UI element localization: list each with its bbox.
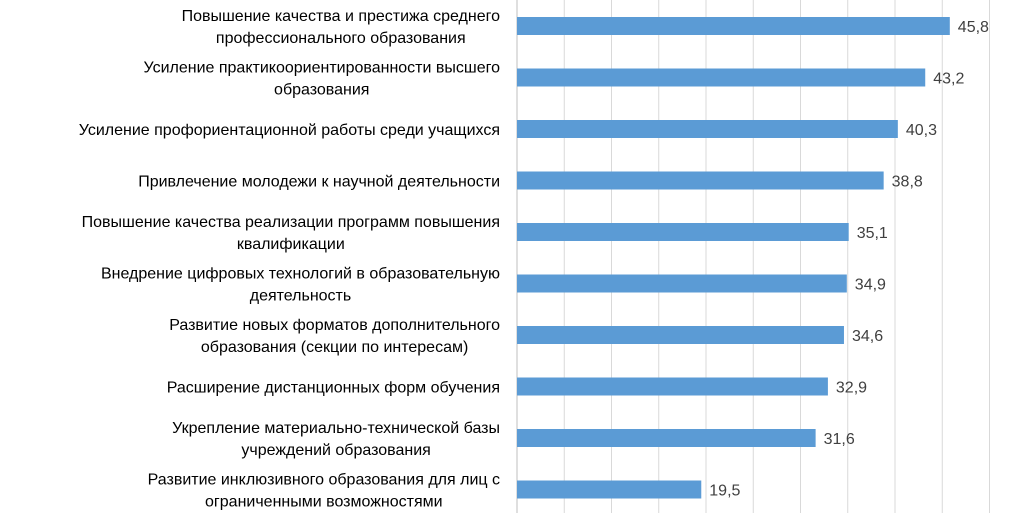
- category-label-line: Внедрение цифровых технологий в образова…: [101, 266, 500, 283]
- data-label: 45,8: [958, 19, 989, 36]
- category-label: Повышение качества реализации программ п…: [82, 214, 500, 253]
- category-label-line: Расширение дистанционных форм обучения: [167, 380, 500, 397]
- data-label: 34,9: [855, 277, 886, 294]
- category-label-line: Развитие инклюзивного образования для ли…: [148, 472, 500, 489]
- data-label: 32,9: [836, 380, 867, 397]
- category-label-line: Повышение качества реализации программ п…: [82, 214, 500, 231]
- bar: [517, 326, 844, 344]
- category-label-line: Усиление профориентационной работы среди…: [79, 122, 500, 139]
- bar: [517, 429, 816, 447]
- data-label: 19,5: [709, 483, 740, 500]
- category-label-line: учреждений образования: [241, 442, 430, 459]
- category-label: Развитие новых форматов дополнительного о…: [169, 317, 500, 356]
- data-label: 40,3: [906, 122, 937, 139]
- category-label: Повышение качества и престижа среднего пр…: [182, 8, 501, 47]
- category-label-line: образования (секции по интересам): [201, 339, 468, 356]
- data-label: 38,8: [892, 174, 923, 191]
- category-label-line: деятельность: [250, 288, 351, 305]
- category-label: Усиление практикоориентированности высше…: [143, 60, 500, 99]
- data-label: 35,1: [857, 225, 888, 242]
- bar: [517, 17, 950, 35]
- category-label: Развитие инклюзивного образования для ли…: [148, 472, 500, 511]
- data-label: 43,2: [933, 71, 964, 88]
- bar: [517, 120, 898, 138]
- category-label-line: Привлечение молодежи к научной деятельно…: [138, 174, 500, 191]
- category-label-line: образования: [274, 82, 369, 99]
- category-label-line: Укрепление материально-технической базы: [172, 420, 500, 437]
- data-label: 31,6: [824, 431, 855, 448]
- category-label-line: квалификации: [237, 236, 345, 253]
- category-label-line: профессионального образования: [216, 30, 466, 47]
- bar: [517, 223, 849, 241]
- bar: [517, 171, 884, 190]
- category-label: Привлечение молодежи к научной деятельно…: [138, 174, 500, 191]
- bar: [517, 274, 847, 293]
- category-label-line: Развитие новых форматов дополнительного: [169, 317, 500, 334]
- category-label: Усиление профориентационной работы среди…: [79, 122, 500, 139]
- category-label-line: Усиление практикоориентированности высше…: [143, 60, 500, 77]
- bar: [517, 480, 702, 499]
- category-label-line: ограниченными возможностями: [205, 494, 443, 511]
- category-label: Внедрение цифровых технологий в образова…: [101, 266, 500, 305]
- bar: [517, 68, 926, 87]
- data-label: 34,6: [852, 328, 883, 345]
- category-label: Укрепление материально-технической базы у…: [172, 420, 500, 459]
- category-label-line: Повышение качества и престижа среднего: [182, 8, 501, 25]
- category-label: Расширение дистанционных форм обучения: [167, 380, 500, 397]
- bar: [517, 377, 828, 396]
